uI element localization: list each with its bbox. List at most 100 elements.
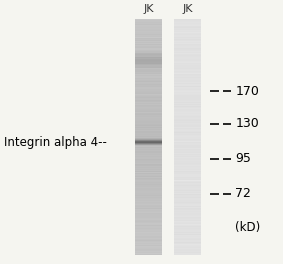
Bar [174, 158, 201, 159]
Bar [174, 178, 201, 179]
Bar [135, 230, 162, 231]
Bar [174, 120, 201, 121]
Bar [174, 33, 201, 34]
Bar [135, 107, 162, 108]
Bar [174, 28, 201, 29]
Bar [174, 115, 201, 116]
Bar [135, 60, 162, 61]
Bar [135, 140, 162, 141]
Bar [174, 188, 201, 189]
Bar [174, 114, 201, 115]
Bar [174, 148, 201, 149]
Bar [135, 55, 162, 56]
Bar [135, 103, 162, 104]
Bar [174, 212, 201, 213]
Bar [135, 97, 162, 98]
Bar [174, 228, 201, 229]
Bar [135, 220, 162, 221]
Bar [174, 24, 201, 25]
Bar [174, 147, 201, 148]
Bar [135, 151, 162, 152]
Bar [135, 119, 162, 120]
Bar [135, 77, 162, 78]
Bar [135, 42, 162, 43]
Bar [174, 149, 201, 150]
Bar [174, 238, 201, 239]
Text: 72: 72 [235, 187, 251, 200]
Bar [174, 95, 201, 96]
Bar [135, 102, 162, 103]
Bar [174, 173, 201, 174]
Bar [174, 22, 201, 23]
Bar [135, 59, 162, 60]
Bar [174, 78, 201, 79]
Bar [135, 197, 162, 198]
Bar [174, 50, 201, 51]
Bar [174, 57, 201, 58]
Bar [174, 20, 201, 21]
Bar [135, 44, 162, 45]
Bar [174, 42, 201, 43]
Bar [135, 20, 162, 21]
Bar [174, 139, 201, 140]
Bar [135, 206, 162, 207]
Bar [135, 118, 162, 119]
Bar [135, 27, 162, 28]
Bar [135, 166, 162, 167]
Bar [174, 27, 201, 28]
Bar [135, 24, 162, 25]
Bar [135, 207, 162, 208]
Bar [135, 239, 162, 240]
Bar [174, 39, 201, 40]
Bar [174, 26, 201, 27]
Bar [135, 191, 162, 192]
Bar [174, 219, 201, 220]
Bar [174, 207, 201, 208]
Text: (kD): (kD) [235, 221, 261, 234]
Bar [174, 200, 201, 201]
Bar [135, 216, 162, 217]
Bar [174, 221, 201, 222]
Bar [174, 77, 201, 78]
Bar [174, 179, 201, 180]
Bar [135, 70, 162, 71]
Bar [135, 227, 162, 228]
Bar [174, 244, 201, 245]
Bar [135, 250, 162, 251]
Bar [174, 106, 201, 107]
Bar [135, 174, 162, 175]
Bar [135, 139, 162, 140]
Bar [174, 243, 201, 244]
Bar [135, 218, 162, 219]
Bar [135, 234, 162, 235]
Bar [135, 38, 162, 39]
Bar [174, 254, 201, 255]
Bar [174, 151, 201, 152]
Bar [174, 35, 201, 36]
Bar [135, 137, 162, 138]
Bar [135, 79, 162, 80]
Bar [174, 74, 201, 75]
Bar [174, 86, 201, 87]
Bar [174, 75, 201, 76]
Bar [174, 62, 201, 63]
Bar [174, 72, 201, 73]
Bar [135, 106, 162, 107]
Bar [135, 83, 162, 84]
Bar [174, 113, 201, 114]
Bar [174, 98, 201, 99]
Bar [135, 125, 162, 126]
Bar [135, 127, 162, 128]
Bar [174, 171, 201, 172]
Bar [135, 252, 162, 253]
Bar [135, 19, 162, 20]
Bar [135, 75, 162, 76]
Bar [174, 131, 201, 132]
Bar [174, 116, 201, 117]
Bar [135, 80, 162, 81]
Bar [135, 156, 162, 157]
Bar [174, 184, 201, 185]
Bar [135, 228, 162, 229]
Bar [174, 146, 201, 147]
Bar [135, 45, 162, 46]
